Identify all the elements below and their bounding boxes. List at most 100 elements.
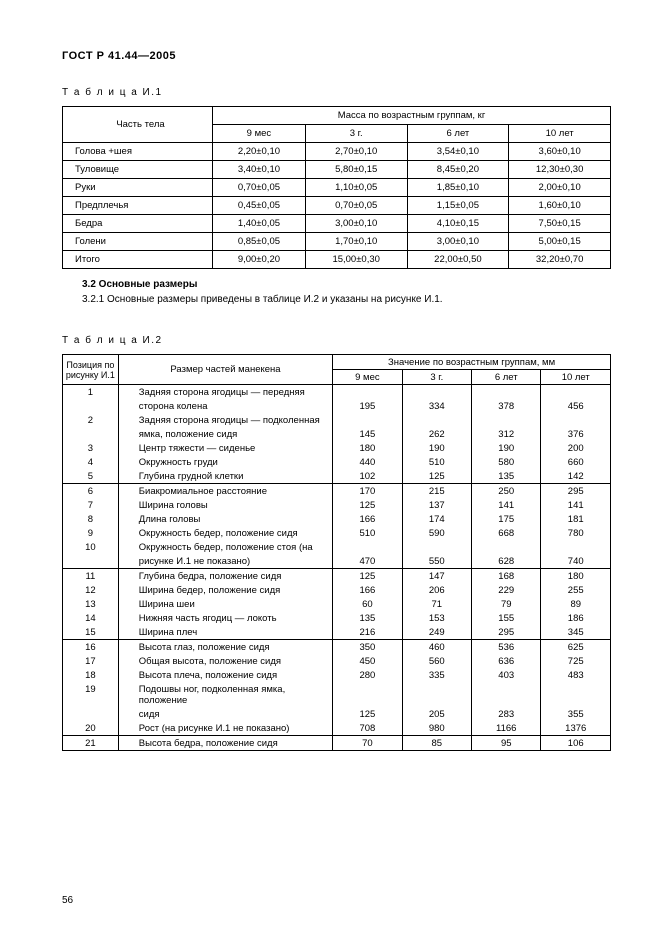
table-row: 2Задняя сторона ягодицы — подколенная <box>63 413 611 427</box>
t2-cell-value: 125 <box>333 569 402 584</box>
t2-cell-value: 195 <box>333 399 402 413</box>
t2-cell-value <box>402 682 471 707</box>
section-text: 3.2.1 Основные размеры приведены в табли… <box>62 294 611 305</box>
t2-cell-value: 89 <box>541 597 611 611</box>
t2-cell-value: 180 <box>541 569 611 584</box>
table2-caption: Т а б л и ц а И.2 <box>62 335 611 346</box>
t1-cell-value: 8,45±0,20 <box>407 161 509 179</box>
t2-cell-desc: Окружность груди <box>118 455 332 469</box>
t2-cell-value: 250 <box>472 484 541 499</box>
t2-cell-value <box>333 413 402 427</box>
t2-cell-value <box>472 682 541 707</box>
t1-cell-name: Бедра <box>63 215 213 233</box>
t1-cell-name: Руки <box>63 179 213 197</box>
t1-age-3: 10 лет <box>509 125 611 143</box>
t2-cell-pos: 6 <box>63 484 119 499</box>
t1-hdr-mass: Масса по возрастным группам, кг <box>213 107 611 125</box>
t2-cell-value <box>541 385 611 400</box>
table-row: 9Окружность бедер, положение сидя5105906… <box>63 526 611 540</box>
t2-age-3: 10 лет <box>541 370 611 385</box>
table-row: рисунке И.1 не показано)470550628740 <box>63 554 611 569</box>
t2-cell-value: 708 <box>333 721 402 736</box>
t2-cell-value: 125 <box>333 707 402 721</box>
t2-cell-value: 483 <box>541 668 611 682</box>
t2-cell-value <box>333 385 402 400</box>
t2-cell-value: 145 <box>333 427 402 441</box>
table-row: Предплечья0,45±0,050,70±0,051,15±0,051,6… <box>63 197 611 215</box>
t2-cell-value: 181 <box>541 512 611 526</box>
t2-cell-desc: ямка, положение сидя <box>118 427 332 441</box>
t1-cell-value: 2,00±0,10 <box>509 179 611 197</box>
section-title: 3.2 Основные размеры <box>62 279 611 290</box>
t2-age-1: 3 г. <box>402 370 471 385</box>
t2-cell-value: 125 <box>402 469 471 484</box>
t2-cell-value: 166 <box>333 512 402 526</box>
t2-cell-value <box>472 413 541 427</box>
table-row: 20Рост (на рисунке И.1 не показано)70898… <box>63 721 611 736</box>
t2-cell-value: 376 <box>541 427 611 441</box>
t2-hdr-span: Значение по возрастным группам, мм <box>333 355 611 370</box>
t2-cell-value: 216 <box>333 625 402 640</box>
t2-cell-value: 740 <box>541 554 611 569</box>
t2-cell-value: 249 <box>402 625 471 640</box>
t2-cell-pos: 2 <box>63 413 119 427</box>
t2-cell-value: 560 <box>402 654 471 668</box>
t2-cell-value: 536 <box>472 640 541 655</box>
t1-cell-value: 0,85±0,05 <box>213 233 306 251</box>
table-row: 3Центр тяжести — сиденье180190190200 <box>63 441 611 455</box>
table-row: 13Ширина шеи60717989 <box>63 597 611 611</box>
table1: Часть тела Масса по возрастным группам, … <box>62 106 611 269</box>
table-row: 15Ширина плеч216249295345 <box>63 625 611 640</box>
t2-cell-desc: Ширина плеч <box>118 625 332 640</box>
t2-cell-pos: 14 <box>63 611 119 625</box>
table-row: 7Ширина головы125137141141 <box>63 498 611 512</box>
t2-cell-desc: Ширина шеи <box>118 597 332 611</box>
t2-cell-value: 190 <box>402 441 471 455</box>
t2-cell-value: 170 <box>333 484 402 499</box>
table-row: 6Биакромиальное расстояние170215250295 <box>63 484 611 499</box>
t2-cell-value: 102 <box>333 469 402 484</box>
t1-cell-value: 5,80±0,15 <box>305 161 407 179</box>
t1-cell-value: 5,00±0,15 <box>509 233 611 251</box>
t2-age-2: 6 лет <box>472 370 541 385</box>
t2-cell-desc: Ширина головы <box>118 498 332 512</box>
table-row: 5Глубина грудной клетки102125135142 <box>63 469 611 484</box>
t2-cell-value: 295 <box>472 625 541 640</box>
t1-cell-value: 22,00±0,50 <box>407 251 509 269</box>
t1-cell-value: 0,70±0,05 <box>305 197 407 215</box>
t2-cell-value: 142 <box>541 469 611 484</box>
t2-cell-desc: Общая высота, положение сидя <box>118 654 332 668</box>
t1-cell-value: 3,00±0,10 <box>407 233 509 251</box>
t2-cell-value: 460 <box>402 640 471 655</box>
table1-caption: Т а б л и ц а И.1 <box>62 87 611 98</box>
t2-cell-pos: 21 <box>63 736 119 751</box>
t2-cell-pos: 16 <box>63 640 119 655</box>
table-row: 10Окружность бедер, положение стоя (на <box>63 540 611 554</box>
table-row: Руки0,70±0,051,10±0,051,85±0,102,00±0,10 <box>63 179 611 197</box>
t2-cell-value <box>333 540 402 554</box>
t2-cell-value: 668 <box>472 526 541 540</box>
t2-cell-pos: 10 <box>63 540 119 554</box>
t2-hdr-desc: Размер частей манекена <box>118 355 332 385</box>
t1-cell-value: 7,50±0,15 <box>509 215 611 233</box>
t2-cell-value: 280 <box>333 668 402 682</box>
t1-cell-value: 0,70±0,05 <box>213 179 306 197</box>
t2-cell-desc: Окружность бедер, положение стоя (на <box>118 540 332 554</box>
t2-cell-value: 205 <box>402 707 471 721</box>
table-row: Бедра1,40±0,053,00±0,104,10±0,157,50±0,1… <box>63 215 611 233</box>
t1-cell-name: Голени <box>63 233 213 251</box>
t2-cell-desc: Биакромиальное расстояние <box>118 484 332 499</box>
t2-cell-value: 660 <box>541 455 611 469</box>
t1-cell-name: Итого <box>63 251 213 269</box>
t1-cell-name: Туловище <box>63 161 213 179</box>
t2-cell-pos: 12 <box>63 583 119 597</box>
t2-cell-pos: 17 <box>63 654 119 668</box>
t2-cell-value <box>541 682 611 707</box>
t2-cell-desc: Рост (на рисунке И.1 не показано) <box>118 721 332 736</box>
t2-cell-pos: 11 <box>63 569 119 584</box>
t2-cell-pos: 9 <box>63 526 119 540</box>
t2-cell-pos <box>63 399 119 413</box>
t1-cell-value: 4,10±0,15 <box>407 215 509 233</box>
t1-cell-value: 2,20±0,10 <box>213 143 306 161</box>
t2-cell-value: 510 <box>333 526 402 540</box>
